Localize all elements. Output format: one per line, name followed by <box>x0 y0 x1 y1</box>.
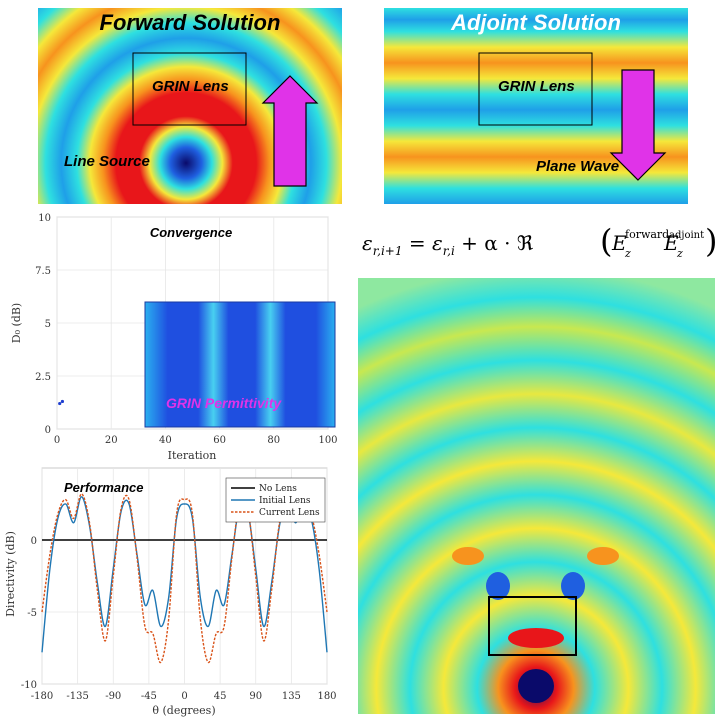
adjoint-title: Adjoint Solution <box>451 10 621 35</box>
x-tick-label: 60 <box>213 435 226 446</box>
y-tick-label: -5 <box>27 608 37 619</box>
eq-ez1: E <box>611 231 627 255</box>
x-tick-label: 45 <box>214 691 227 702</box>
eq-ez2: E <box>663 231 679 255</box>
y-tick-label: 0 <box>31 536 37 547</box>
svg-text:E: E <box>611 231 627 255</box>
eq-t1: ε <box>432 231 443 255</box>
convergence-chart: Convergence Iteration D₀ (dB) 0 20 40 60 80 1… <box>0 205 345 465</box>
adjoint-field-image <box>384 8 688 204</box>
svg-text:): ) <box>705 222 716 260</box>
x-tick-label: 20 <box>105 435 118 446</box>
lobe-blob <box>561 572 585 600</box>
adjoint-lens-label: GRIN Lens <box>498 78 575 95</box>
x-tick-label: -135 <box>66 691 88 702</box>
legend-label: Current Lens <box>259 508 320 518</box>
performance-title: Performance <box>64 480 143 495</box>
y-tick-label: 5 <box>45 319 51 330</box>
grin-lens-box <box>478 52 593 126</box>
eq-ez2-sub: z <box>676 247 683 260</box>
svg-text:E: E <box>663 231 679 255</box>
eq-lhs-sub: r,i+1 <box>373 244 403 258</box>
x-tick-label: 135 <box>282 691 301 702</box>
plane-wave-label: Plane Wave <box>536 158 620 175</box>
source-blob <box>518 669 554 703</box>
y-tick-label: 0 <box>45 425 51 436</box>
eq-lhs: ε <box>362 231 373 255</box>
y-tick-label: -10 <box>21 680 37 691</box>
x-tick-label: 80 <box>267 435 280 446</box>
eq-adjoint-sup: adjoint <box>669 230 704 241</box>
svg-text:(: ( <box>600 222 612 260</box>
y-tick-label: 7.5 <box>35 266 51 277</box>
up-arrow-icon <box>261 75 319 187</box>
forward-lens-label: GRIN Lens <box>152 78 229 95</box>
performance-xlabel: θ (degrees) <box>152 704 215 717</box>
forward-solution-panel: Forward Solution GRIN Lens Line Source <box>38 8 342 204</box>
eq-ez1-sub: z <box>624 247 631 260</box>
x-tick-label: 0 <box>54 435 60 446</box>
legend-label: No Lens <box>259 484 297 494</box>
grin-lens-box <box>488 596 577 656</box>
optimized-field-image <box>358 278 715 714</box>
eq-forward-sup: forward <box>625 228 669 241</box>
svg-text:εr,i+1 = εr,i + α · ℜ: εr,i+1 = εr,i + α · ℜ <box>362 231 534 258</box>
optimized-field-panel <box>358 278 715 714</box>
performance-chart: -180 -135 -90 -45 0 45 90 135 180 -10 -5 0 Performa… <box>0 462 345 719</box>
x-tick-label: -90 <box>105 691 121 702</box>
x-tick-label: 180 <box>317 691 336 702</box>
convergence-point <box>58 401 62 406</box>
inset-label: GRIN Permittivity <box>166 395 282 411</box>
convergence-ylabel: D₀ (dB) <box>10 303 23 343</box>
line-source-label: Line Source <box>64 153 150 170</box>
grin-lens-box <box>132 52 247 126</box>
performance-legend: No Lens Initial Lens Current Lens <box>225 477 326 523</box>
lobe-blob <box>452 547 484 565</box>
down-arrow-icon <box>609 69 667 181</box>
performance-ylabel: Directivity (dB) <box>4 531 17 617</box>
x-tick-label: -180 <box>31 691 53 702</box>
eq-plus-alpha-re: + α · ℜ <box>455 231 534 255</box>
forward-field-image <box>38 8 342 204</box>
update-equation: εr,i+1 = εr,i + α · ℜ ( E z forward E z … <box>360 220 717 268</box>
convergence-point <box>60 399 65 404</box>
convergence-title: Convergence <box>150 225 232 240</box>
lobe-blob <box>486 572 510 600</box>
convergence-xlabel: Iteration <box>168 449 217 462</box>
y-tick-label: 10 <box>38 213 51 224</box>
x-tick-label: 40 <box>159 435 172 446</box>
y-tick-label: 2.5 <box>35 372 51 383</box>
legend-label: Initial Lens <box>259 496 311 506</box>
eq-equals: = <box>403 231 432 255</box>
x-tick-label: 90 <box>249 691 262 702</box>
x-tick-label: -45 <box>141 691 157 702</box>
adjoint-solution-panel: Adjoint Solution GRIN Lens Plane Wave <box>384 8 688 204</box>
lobe-blob <box>508 628 564 648</box>
eq-t1-sub: r,i <box>443 244 455 258</box>
x-tick-label: 0 <box>181 691 187 702</box>
series-line-current-lens <box>41 493 328 664</box>
grin-permittivity-inset <box>144 301 336 428</box>
forward-title: Forward Solution <box>99 10 281 35</box>
x-tick-label: 100 <box>318 435 337 446</box>
lobe-blob <box>587 547 619 565</box>
